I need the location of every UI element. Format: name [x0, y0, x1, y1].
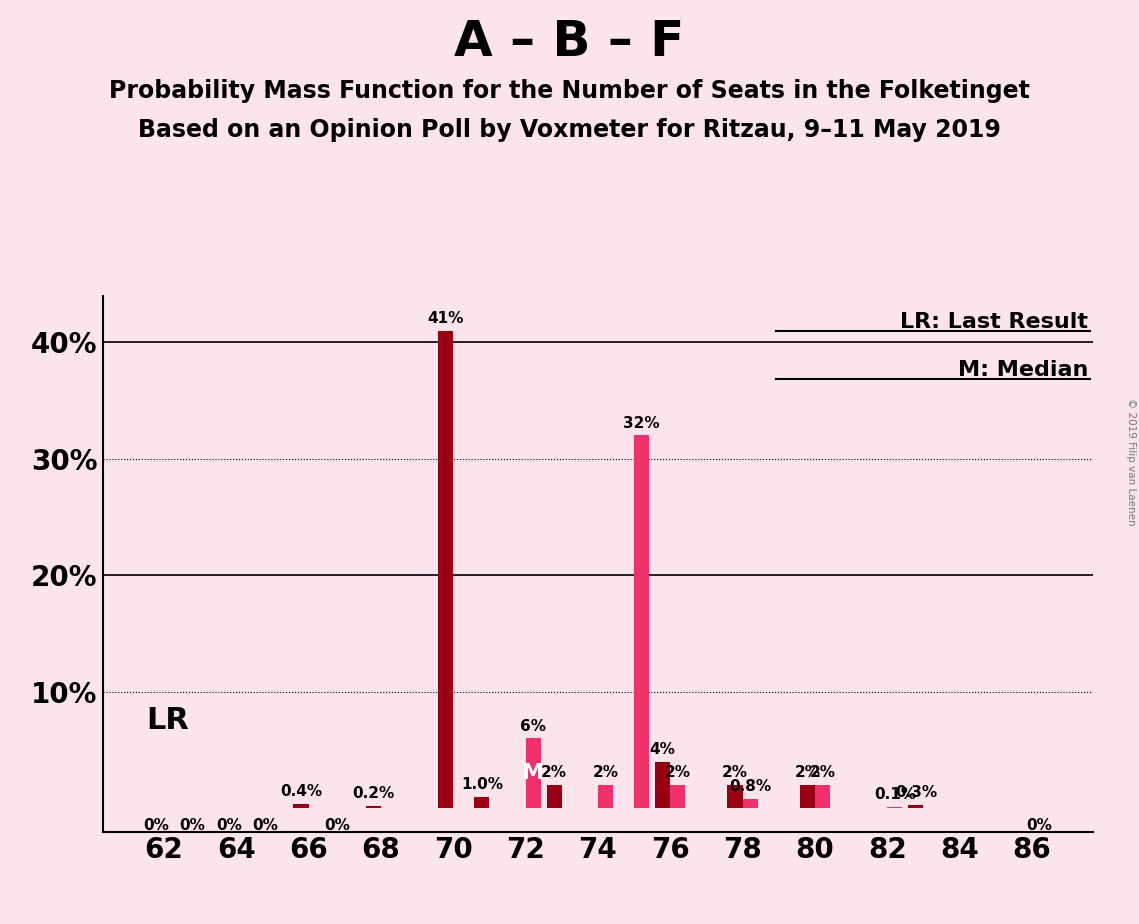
Text: 6%: 6%: [521, 719, 547, 734]
Text: Based on an Opinion Poll by Voxmeter for Ritzau, 9–11 May 2019: Based on an Opinion Poll by Voxmeter for…: [138, 118, 1001, 142]
Text: 0.8%: 0.8%: [729, 779, 771, 795]
Bar: [728, 785, 743, 808]
Text: 0%: 0%: [180, 818, 205, 833]
Text: 4%: 4%: [649, 742, 675, 757]
Text: 1.0%: 1.0%: [461, 777, 503, 792]
Text: 2%: 2%: [592, 765, 618, 781]
Text: 2%: 2%: [810, 765, 836, 781]
Text: Probability Mass Function for the Number of Seats in the Folketinget: Probability Mass Function for the Number…: [109, 79, 1030, 103]
Text: 0.1%: 0.1%: [874, 787, 916, 802]
Text: 0%: 0%: [215, 818, 241, 833]
Text: 0%: 0%: [1026, 818, 1052, 833]
Text: 0%: 0%: [325, 818, 350, 833]
Text: 2%: 2%: [722, 765, 748, 781]
Text: 0.2%: 0.2%: [352, 786, 394, 801]
Text: LR: Last Result: LR: Last Result: [901, 311, 1089, 332]
Bar: [525, 738, 541, 808]
Text: M: Median: M: Median: [958, 360, 1089, 380]
Text: 32%: 32%: [623, 416, 659, 431]
Text: 0%: 0%: [144, 818, 170, 833]
Bar: [366, 806, 380, 808]
Text: © 2019 Filip van Laenen: © 2019 Filip van Laenen: [1125, 398, 1136, 526]
Bar: [598, 785, 613, 808]
Bar: [743, 799, 757, 808]
Bar: [547, 785, 562, 808]
Text: 0%: 0%: [252, 818, 278, 833]
Bar: [908, 805, 924, 808]
Text: 41%: 41%: [427, 311, 464, 326]
Text: 0.4%: 0.4%: [280, 784, 322, 799]
Text: 2%: 2%: [665, 765, 691, 781]
Bar: [634, 435, 649, 808]
Bar: [474, 796, 490, 808]
Bar: [800, 785, 816, 808]
Text: M: M: [522, 763, 544, 784]
Text: 0.3%: 0.3%: [895, 785, 937, 800]
Bar: [671, 785, 686, 808]
Text: LR: LR: [146, 707, 189, 736]
Bar: [655, 761, 671, 808]
Text: 2%: 2%: [541, 765, 567, 781]
Bar: [439, 331, 453, 808]
Bar: [294, 804, 309, 808]
Text: A – B – F: A – B – F: [454, 18, 685, 67]
Text: 2%: 2%: [794, 765, 820, 781]
Bar: [816, 785, 830, 808]
